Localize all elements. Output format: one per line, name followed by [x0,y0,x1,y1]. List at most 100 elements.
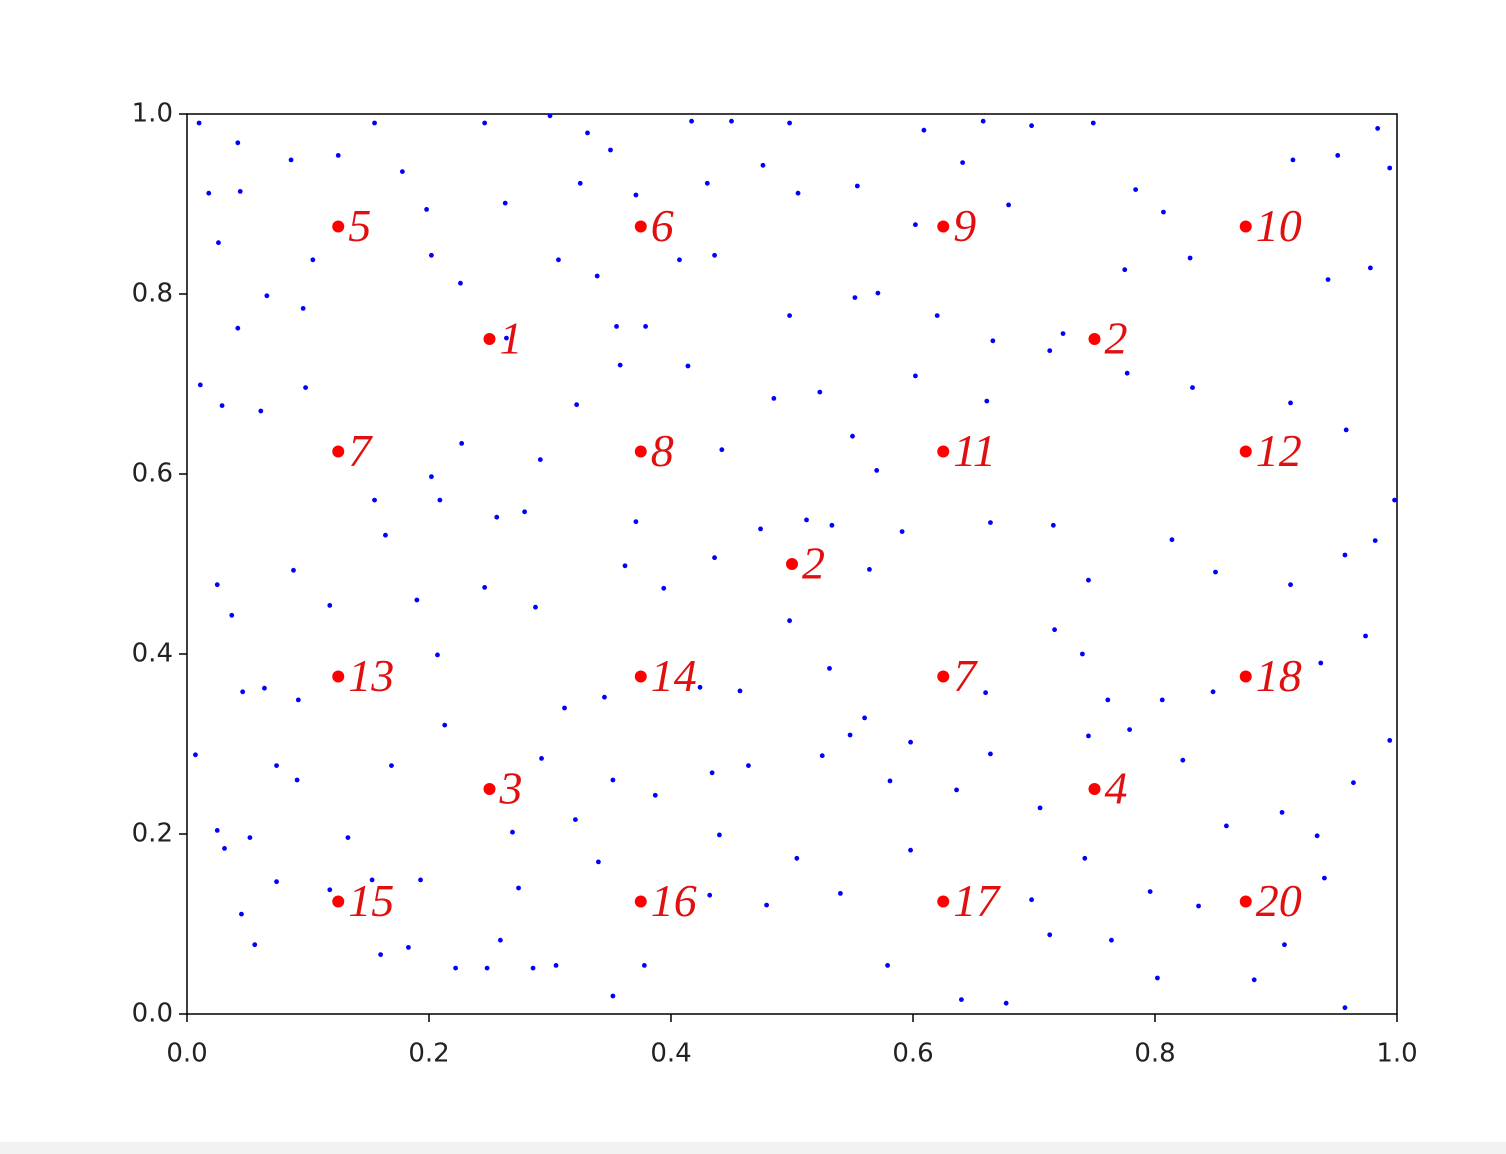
point [641,963,647,968]
point [573,817,578,822]
point [633,519,639,525]
point [1375,125,1381,131]
point [1387,738,1393,743]
point [608,147,613,153]
highlight-point [937,895,950,908]
point [610,777,616,783]
y-tick-label: 0.2 [132,819,173,849]
point-annotation: 20 [1256,875,1302,926]
point-annotation: 4 [1105,763,1128,814]
point [1105,697,1111,703]
point [719,447,725,453]
point [1060,331,1066,336]
x-tick-label: 1.0 [1376,1039,1417,1069]
point [435,652,440,658]
point [1159,697,1165,703]
point [577,180,583,186]
point [760,162,766,168]
point [406,945,411,950]
point [1288,582,1293,588]
point [291,567,296,573]
point [990,338,996,344]
point [795,190,801,196]
point [817,389,823,395]
point [1037,805,1043,811]
point [1363,633,1368,639]
point [787,618,792,624]
point-annotation: 17 [953,875,1001,926]
point [1169,537,1175,543]
point [983,690,988,696]
point [913,222,918,228]
point [1086,733,1091,739]
point [222,846,227,851]
point [1109,937,1114,943]
highlight-point [1088,333,1101,345]
highlight-point [332,670,345,683]
point [661,585,667,591]
point [458,280,463,286]
x-tick-label: 0.6 [892,1039,933,1069]
highlight-point [332,220,345,233]
point [954,787,959,793]
point [516,885,521,891]
point [345,835,351,840]
point [596,859,601,865]
point [1335,153,1341,158]
plot-frame [186,113,1398,1015]
point [1210,689,1216,695]
point [530,965,536,971]
point [252,942,258,948]
point [1086,577,1091,583]
point [372,497,377,503]
point [303,385,308,390]
point [610,993,616,999]
point [484,965,490,971]
point [1127,727,1132,732]
point [258,408,264,414]
point [429,252,434,258]
point [819,753,825,759]
point [717,832,722,838]
x-tick-label: 0.8 [1134,1039,1175,1069]
point [539,756,544,761]
point [1223,823,1229,829]
point [887,778,893,784]
point-annotation: 15 [348,875,394,926]
point-annotation: 13 [348,650,394,701]
point [522,509,527,515]
point [1351,780,1356,786]
point [704,180,710,186]
point [685,363,691,369]
point [235,325,241,331]
point [1279,810,1285,815]
point [838,891,843,896]
highlight-point [937,445,950,458]
point [1342,552,1348,558]
point [874,468,880,473]
point [787,120,792,126]
point [771,396,777,401]
point [1047,932,1053,938]
point [1124,370,1130,376]
point [913,373,918,379]
point [707,892,713,898]
point [510,829,515,835]
point [1290,157,1296,163]
point [908,847,913,853]
point [482,120,488,126]
point [327,887,333,893]
point [414,597,420,603]
highlight-point [1239,445,1252,458]
point [459,441,465,446]
point [274,879,279,885]
point [247,835,253,840]
point [1029,123,1034,129]
point [288,157,294,163]
point [1006,202,1011,208]
point [453,965,459,971]
point [1325,277,1331,282]
point [633,192,639,198]
point [1314,833,1320,839]
highlight-point [937,220,950,233]
